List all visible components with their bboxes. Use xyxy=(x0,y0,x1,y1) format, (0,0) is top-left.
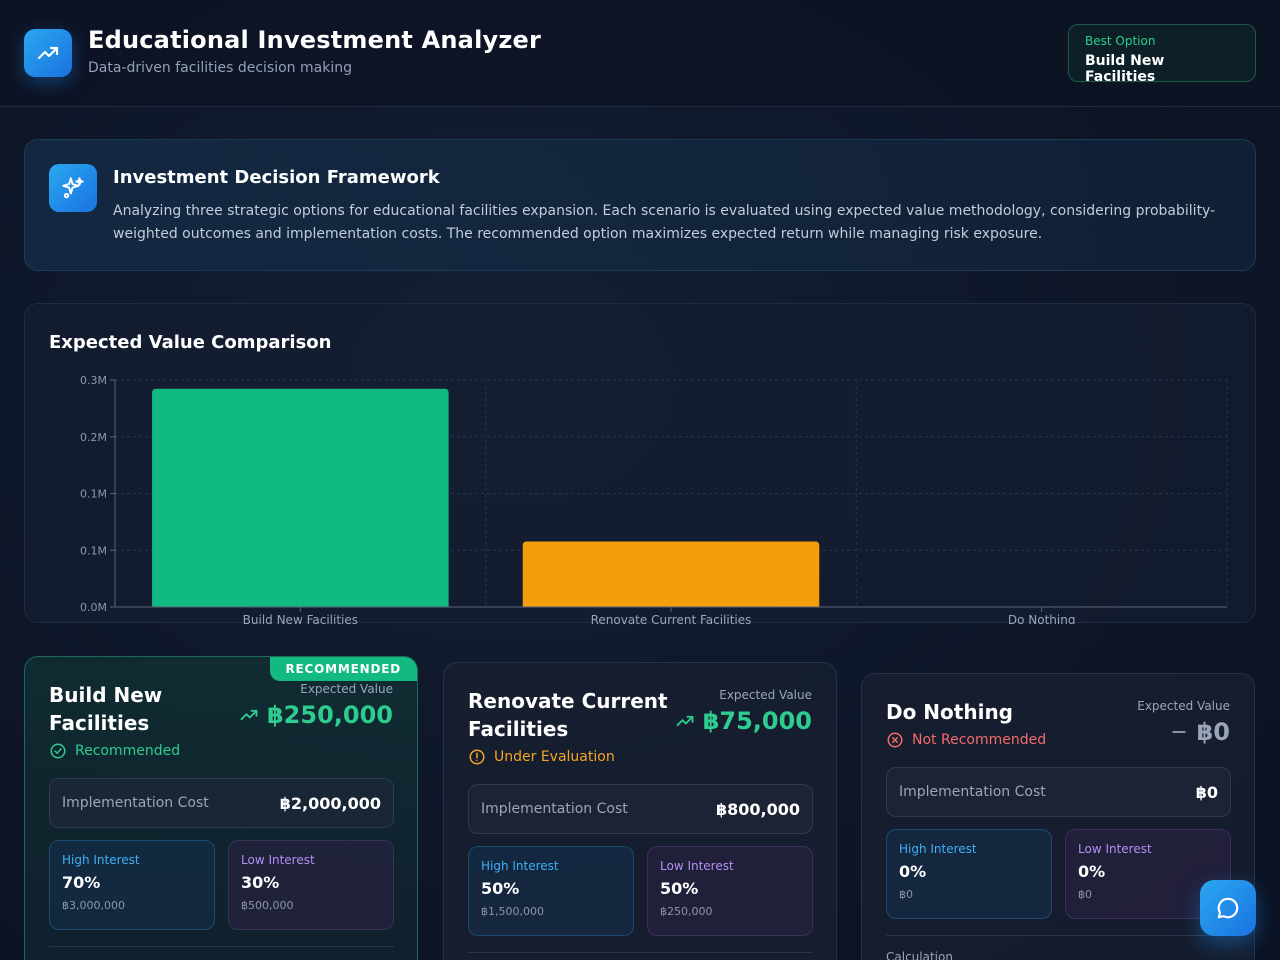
high-interest-probability: 70% xyxy=(62,873,101,892)
y-tick-label: 0.1M xyxy=(80,544,107,557)
low-interest-amount: ฿500,000 xyxy=(241,899,294,912)
low-interest-label: Low Interest xyxy=(241,853,315,867)
status-not-recommended: Not Recommended xyxy=(886,731,1046,749)
high-interest-label: High Interest xyxy=(899,842,977,856)
trending-up-icon xyxy=(676,715,694,727)
divider xyxy=(886,935,1231,936)
expected-value-label: Expected Value xyxy=(300,682,393,696)
high-interest-label: High Interest xyxy=(62,853,140,867)
low-interest-probability: 0% xyxy=(1078,862,1106,881)
implementation-cost-value: ฿800,000 xyxy=(715,799,800,819)
low-interest-scenario: Low Interest 30% ฿500,000 xyxy=(228,840,394,930)
x-tick-label: Renovate Current Facilities xyxy=(591,613,752,624)
high-interest-scenario: High Interest 0% ฿0 xyxy=(886,829,1052,919)
expected-value-amount: ฿250,000 xyxy=(266,701,393,729)
app-title: Educational Investment Analyzer xyxy=(88,26,542,54)
low-interest-probability: 30% xyxy=(241,873,280,892)
low-interest-scenario: Low Interest 50% ฿250,000 xyxy=(647,846,813,936)
trending-up-icon xyxy=(24,29,72,77)
implementation-cost-value: ฿0 xyxy=(1195,782,1218,802)
expected-value-amount: ฿0 xyxy=(1196,718,1230,746)
app-subtitle: Data-driven facilities decision making xyxy=(88,60,352,76)
expected-value-label: Expected Value xyxy=(719,688,812,702)
trending-up-icon xyxy=(240,709,258,721)
status-under-evaluation: Under Evaluation xyxy=(468,748,615,766)
status-recommended: Recommended xyxy=(49,742,180,760)
option-title: Build New Facilities xyxy=(49,681,162,737)
high-interest-scenario: High Interest 70% ฿3,000,000 xyxy=(49,840,215,930)
best-option-label: Best Option xyxy=(1085,34,1156,48)
low-interest-probability: 50% xyxy=(660,879,699,898)
option-title-line2: Facilities xyxy=(49,711,150,735)
status-text: Under Evaluation xyxy=(494,749,615,765)
bar xyxy=(152,388,449,607)
status-text: Recommended xyxy=(75,743,181,759)
framework-description: Analyzing three strategic options for ed… xyxy=(113,203,1216,242)
option-title: Do Nothing xyxy=(886,700,1013,724)
chat-bubble-icon xyxy=(1217,897,1239,919)
status-text: Not Recommended xyxy=(912,732,1047,748)
implementation-cost-label: Implementation Cost xyxy=(899,784,1046,800)
option-title-line1: Renovate Current xyxy=(468,689,668,713)
high-interest-scenario: High Interest 50% ฿1,500,000 xyxy=(468,846,634,936)
implementation-cost-label: Implementation Cost xyxy=(481,801,628,817)
low-interest-label: Low Interest xyxy=(1078,842,1152,856)
high-interest-label: High Interest xyxy=(481,859,559,873)
framework-title: Investment Decision Framework xyxy=(113,167,440,188)
sparkles-icon xyxy=(49,164,97,212)
high-interest-probability: 0% xyxy=(899,862,927,881)
best-option-value: Build New Facilities xyxy=(1085,53,1165,85)
chart-title: Expected Value Comparison xyxy=(49,332,332,353)
expected-value-chart-card: 0.0M 0.1M 0.1M 0.2M 0.3M Build New Facilities… xyxy=(24,303,1256,624)
high-interest-probability: 50% xyxy=(481,879,520,898)
implementation-cost-row: Implementation Cost ฿2,000,000 xyxy=(49,778,394,828)
implementation-cost-row: Implementation Cost ฿0 xyxy=(886,767,1231,817)
alert-circle-icon xyxy=(469,749,485,765)
option-title-line2: Facilities xyxy=(468,717,569,741)
option-card-build-new[interactable]: RECOMMENDED Build New Facilities Expecte… xyxy=(24,656,418,960)
x-tick-label: Build New Facilities xyxy=(243,613,358,624)
x-circle-icon xyxy=(887,732,903,748)
expected-value-amount: ฿75,000 xyxy=(702,707,812,735)
y-tick-label: 0.1M xyxy=(80,488,107,501)
option-title-line1: Build New xyxy=(49,683,163,707)
expected-value-chart: 0.0M 0.1M 0.1M 0.2M 0.3M Build New Facilities… xyxy=(80,374,1228,624)
expected-value: ฿75,000 xyxy=(675,707,812,735)
x-tick-label: Do Nothing xyxy=(1008,613,1076,624)
minus-icon xyxy=(1171,731,1186,733)
y-tick-label: 0.2M xyxy=(80,431,107,444)
implementation-cost-label: Implementation Cost xyxy=(62,795,209,811)
bar xyxy=(522,541,820,607)
expected-value-label: Expected Value xyxy=(1137,699,1230,713)
expected-value: ฿250,000 xyxy=(239,701,393,729)
calculation-label: Calculation xyxy=(886,950,953,960)
best-option-badge: Best Option Build New Facilities xyxy=(1068,24,1256,85)
implementation-cost-value: ฿2,000,000 xyxy=(279,793,381,813)
option-title: Renovate Current Facilities xyxy=(468,687,668,743)
option-card-do-nothing[interactable]: Do Nothing Expected Value ฿0 Not Recomme… xyxy=(861,673,1255,960)
implementation-cost-row: Implementation Cost ฿800,000 xyxy=(468,784,813,834)
divider xyxy=(49,946,394,947)
option-card-renovate[interactable]: Renovate Current Facilities Expected Val… xyxy=(443,662,837,960)
expected-value: ฿0 xyxy=(1169,718,1230,746)
low-interest-label: Low Interest xyxy=(660,859,734,873)
recommended-badge: RECOMMENDED xyxy=(269,657,417,681)
y-tick-label: 0.0M xyxy=(80,601,107,614)
high-interest-amount: ฿1,500,000 xyxy=(481,905,544,918)
chat-button[interactable] xyxy=(1200,880,1256,936)
low-interest-amount: ฿0 xyxy=(1078,888,1092,901)
y-tick-label: 0.3M xyxy=(80,374,107,387)
app-header: Educational Investment Analyzer Data-dri… xyxy=(0,0,1280,107)
low-interest-amount: ฿250,000 xyxy=(660,905,713,918)
high-interest-amount: ฿0 xyxy=(899,888,913,901)
framework-panel: Investment Decision Framework Analyzing … xyxy=(24,139,1256,271)
divider xyxy=(468,952,813,953)
check-circle-icon xyxy=(50,743,66,759)
high-interest-amount: ฿3,000,000 xyxy=(62,899,125,912)
